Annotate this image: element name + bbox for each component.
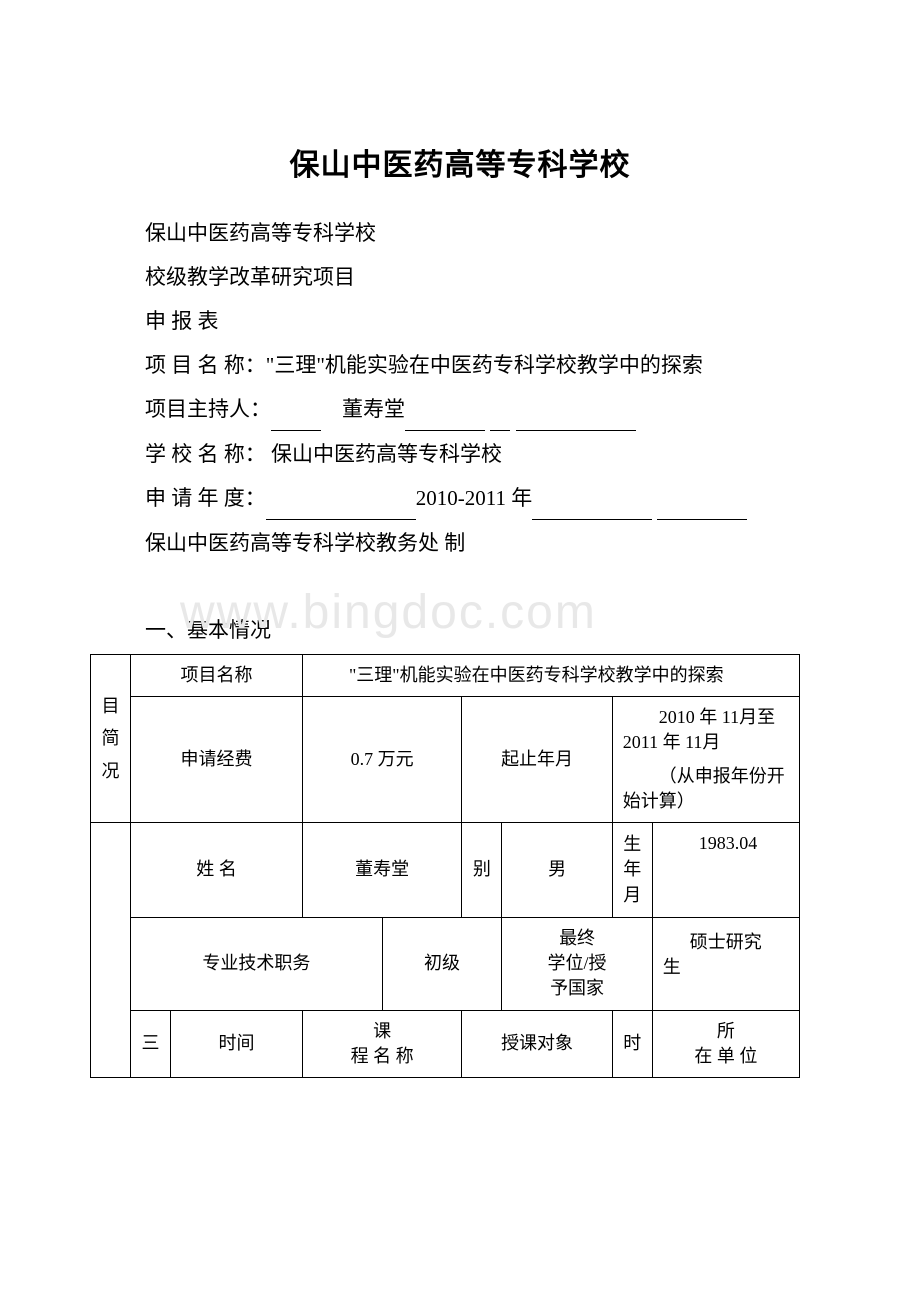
info-section: 保山中医药高等专科学校 校级教学改革研究项目 申 报 表 项 目 名 称："三理… [145,212,810,564]
blank-4 [516,388,636,431]
table-row: 专业技术职务 初级 最终学位/授予国家 硕士研究生 [91,917,800,1010]
year-label: 申 请 年 度： [145,486,266,510]
host-label: 项目主持人： [145,397,271,421]
info-line-1: 保山中医药高等专科学校 [145,212,810,254]
table-row: 姓 名 董寿堂 别 男 生年月 1983.04 [91,822,800,917]
cell-project-name-label: 项目名称 [131,655,303,697]
cell-project-name-value: "三理"机能实验在中医药专科学校教学中的探索 [302,655,799,697]
cell-gender-label: 别 [462,822,502,917]
side-label-1: 目简况 [91,655,131,823]
blank-6 [532,477,652,520]
blank-3 [490,388,510,431]
cell-title-label: 专业技术职务 [131,917,383,1010]
cell-birth-value: 1983.04 [652,822,799,917]
period-text-2: （从申报年份开始计算） [623,764,793,814]
table-row: 目简况 项目名称 "三理"机能实验在中医药专科学校教学中的探索 [91,655,800,697]
project-name-value: "三理"机能实验在中医药专科学校教学中的探索 [266,353,703,377]
cell-fund-value: 0.7 万元 [302,697,461,823]
cell-unit-label: 所在 单 位 [652,1010,799,1077]
cell-birth-label: 生年月 [612,822,652,917]
cell-hours-label: 时 [612,1010,652,1077]
blank-2 [405,388,485,431]
host-value: 董寿堂 [342,397,405,421]
table-row: 三 时间 课程 名 称 授课对象 时 所在 单 位 [91,1010,800,1077]
school-line: 学 校 名 称： 保山中医药高等专科学校 [145,433,810,475]
cell-period-label: 起止年月 [462,697,612,823]
cell-time-label: 时间 [171,1010,303,1077]
cell-gender-value: 男 [502,822,612,917]
cell-fund-label: 申请经费 [131,697,303,823]
cell-period-value: 2010 年 11月至 2011 年 11月 （从申报年份开始计算） [612,697,799,823]
blank-7 [657,477,747,520]
blank-1 [271,388,321,431]
blank-5 [266,477,416,520]
cell-degree-value: 硕士研究生 [652,917,799,1010]
info-footer: 保山中医药高等专科学校教务处 制 [145,522,810,564]
info-line-3: 申 报 表 [145,300,810,342]
table-row: 申请经费 0.7 万元 起止年月 2010 年 11月至 2011 年 11月 … [91,697,800,823]
project-name-label: 项 目 名 称： [145,353,266,377]
period-text-1: 2010 年 11月至 2011 年 11月 [623,705,793,755]
year-value: 2010-2011 年 [416,486,532,510]
side-label-2 [91,822,131,1077]
cell-name-label: 姓 名 [131,822,303,917]
school-value: 保山中医药高等专科学校 [271,442,502,466]
main-table-container: 目简况 项目名称 "三理"机能实验在中医药专科学校教学中的探索 申请经费 0.7… [90,654,800,1078]
main-table: 目简况 项目名称 "三理"机能实验在中医药专科学校教学中的探索 申请经费 0.7… [90,654,800,1078]
document-page: 保山中医药高等专科学校 保山中医药高等专科学校 校级教学改革研究项目 申 报 表… [0,0,920,1138]
year-line: 申 请 年 度： 2010-2011 年 [145,477,810,520]
page-title: 保山中医药高等专科学校 [90,140,830,184]
cell-side-3: 三 [131,1010,171,1077]
section-heading: 一、基本情况 [145,614,830,644]
info-line-2: 校级教学改革研究项目 [145,256,810,298]
cell-degree-label: 最终学位/授予国家 [502,917,652,1010]
school-label: 学 校 名 称： [145,442,266,466]
cell-title-value: 初级 [382,917,502,1010]
cell-name-value: 董寿堂 [302,822,461,917]
project-name-line: 项 目 名 称："三理"机能实验在中医药专科学校教学中的探索 [145,344,810,386]
host-line: 项目主持人： 董寿堂 [145,388,810,431]
cell-course-label: 课程 名 称 [302,1010,461,1077]
cell-audience-label: 授课对象 [462,1010,612,1077]
